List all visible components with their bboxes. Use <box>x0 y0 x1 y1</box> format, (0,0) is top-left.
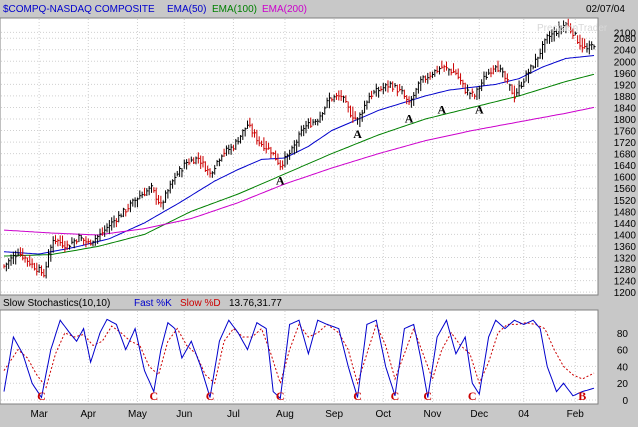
stoch-values: 13.76,31.77 <box>229 298 282 309</box>
annotation-a: A <box>353 127 362 141</box>
date-label: 02/07/04 <box>586 4 625 15</box>
price-tick-label: 2000 <box>614 57 637 68</box>
price-tick-label: 1440 <box>614 219 637 230</box>
price-tick-label: 1640 <box>614 161 637 172</box>
price-tick-label: 1760 <box>614 127 637 138</box>
price-tick-label: 1920 <box>614 80 637 91</box>
price-tick-label: 1360 <box>614 242 637 253</box>
annotation-c: C <box>206 389 215 403</box>
x-tick-label: Nov <box>424 409 442 420</box>
price-tick-label: 1240 <box>614 277 637 288</box>
price-tick-label: 1600 <box>614 173 637 184</box>
fast-k-line <box>3 318 595 400</box>
annotation-c: C <box>423 389 432 403</box>
price-y-axis: 1200124012801320136014001440148015201560… <box>614 28 637 299</box>
stoch-lines <box>3 318 595 400</box>
annotation-c: C <box>276 389 285 403</box>
annotation-c: C <box>353 389 362 403</box>
price-tick-label: 1880 <box>614 92 637 103</box>
ma-line <box>4 73 595 257</box>
price-tick-label: 1520 <box>614 196 637 207</box>
stoch-title: Slow Stochastics(10,10) <box>3 298 110 309</box>
legend-ema50: EMA(50) <box>167 4 206 15</box>
ma-line <box>3 55 595 255</box>
price-tick-label: 1720 <box>614 138 637 149</box>
price-tick-label: 2100 <box>614 28 637 39</box>
x-tick-label: Jul <box>227 409 240 420</box>
stoch-tick-label: 80 <box>617 329 629 340</box>
x-tick-label: Sep <box>325 409 343 420</box>
price-tick-label: 2040 <box>614 46 637 57</box>
price-annotations: A A A A A <box>276 103 484 188</box>
price-bars <box>3 18 596 279</box>
symbol-label: $COMPQ-NASDAQ COMPOSITE <box>3 4 155 15</box>
stoch-y-axis: 0 20 40 60 80 <box>617 329 629 407</box>
price-grid <box>1 19 597 294</box>
x-tick-label: Aug <box>276 409 294 420</box>
stoch-tick-label: 20 <box>617 379 629 390</box>
annotation-c: C <box>391 389 400 403</box>
x-axis: Mar Apr May Jun Jul Aug Sep Oct Nov Dec 04 Feb <box>31 409 585 420</box>
price-tick-label: 1960 <box>614 69 637 80</box>
annotation-c: C <box>37 389 46 403</box>
price-tick-label: 2080 <box>614 34 637 45</box>
x-tick-label: Apr <box>81 409 97 420</box>
annotation-c: C <box>150 389 159 403</box>
stoch-tick-label: 40 <box>617 362 629 373</box>
annotation-a: A <box>475 103 484 117</box>
x-tick-label: 04 <box>518 409 530 420</box>
price-tick-label: 1280 <box>614 265 637 276</box>
x-tick-label: Feb <box>567 409 585 420</box>
price-tick-label: 1840 <box>614 103 637 114</box>
x-tick-label: Jun <box>176 409 192 420</box>
price-tick-label: 1480 <box>614 207 637 218</box>
legend-fast-k: Fast %K <box>134 298 172 309</box>
price-tick-label: 1680 <box>614 150 637 161</box>
stoch-tick-label: 0 <box>622 396 628 407</box>
annotation-c: C <box>468 389 477 403</box>
legend-ema200: EMA(200) <box>262 4 307 15</box>
annotation-b: B <box>578 389 586 403</box>
price-tick-label: 1400 <box>614 230 637 241</box>
price-tick-label: 1560 <box>614 184 637 195</box>
watermark: PrecisionTrader <box>537 23 608 34</box>
price-tick-label: 1320 <box>614 253 637 264</box>
price-tick-label: 1800 <box>614 115 637 126</box>
x-tick-label: Mar <box>31 409 49 420</box>
annotation-a: A <box>437 103 446 117</box>
annotation-a: A <box>405 111 414 125</box>
price-panel <box>0 17 599 296</box>
slow-d-line <box>3 322 595 389</box>
price-tick-label: 1200 <box>614 288 637 299</box>
annotation-a: A <box>276 173 285 187</box>
stoch-panel <box>0 309 599 405</box>
legend-slow-d: Slow %D <box>180 298 221 309</box>
x-tick-label: Oct <box>376 409 392 420</box>
legend-ema100: EMA(100) <box>212 4 257 15</box>
x-tick-label: Dec <box>470 409 488 420</box>
stoch-tick-label: 60 <box>617 346 629 357</box>
x-tick-label: May <box>128 409 147 420</box>
